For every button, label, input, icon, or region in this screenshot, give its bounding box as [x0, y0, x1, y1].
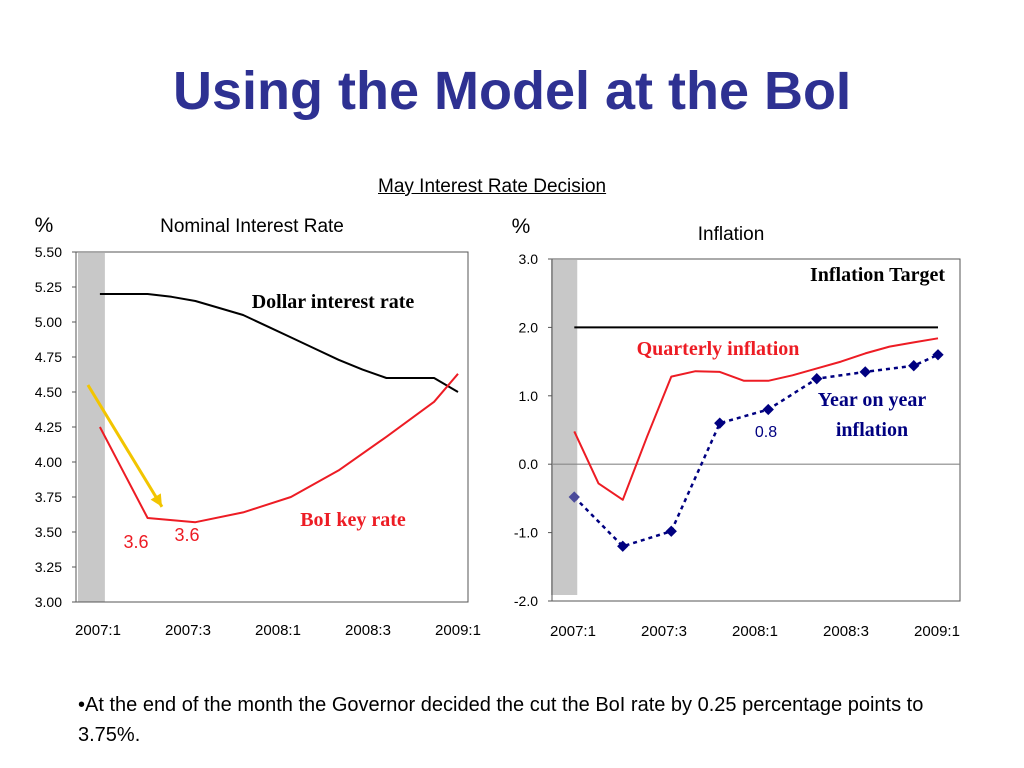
data-point-marker [568, 491, 580, 503]
chart-annotation: 3.6 [123, 532, 148, 552]
y-tick-label: 3.25 [35, 559, 62, 575]
slide-title: Using the Model at the BoI [172, 61, 851, 121]
chart-title: Nominal Interest Rate [160, 216, 344, 237]
shaded-period [551, 260, 578, 595]
x-tick-label: 2009:1 [914, 623, 960, 640]
y-tick-label: 1.0 [519, 388, 539, 404]
y-axis-label: % [512, 215, 531, 238]
series-line-year-on-year-inflation [573, 353, 939, 548]
chart-annotation: Quarterly inflation [637, 338, 800, 360]
chart-annotation: Inflation Target [810, 264, 945, 286]
data-point-marker [714, 417, 726, 429]
data-point-marker [665, 525, 677, 537]
y-tick-label: 5.00 [35, 314, 62, 330]
y-tick-label: 3.50 [35, 524, 62, 540]
series-line-boi-key-rate [99, 373, 459, 524]
chart-title: Inflation [698, 224, 765, 245]
chart-annotation: Year on year [818, 389, 927, 411]
y-tick-label: 5.50 [35, 244, 62, 260]
series-line-quarterly-inflation [573, 337, 939, 501]
x-tick-label: 2007:3 [641, 623, 687, 640]
chart-annotation: inflation [836, 419, 908, 441]
arrow-head [150, 493, 162, 507]
x-tick-label: 2008:3 [823, 623, 869, 640]
x-tick-label: 2007:1 [75, 622, 121, 639]
x-tick-label: 2007:1 [550, 623, 596, 640]
y-tick-label: 5.25 [35, 279, 62, 295]
data-point-marker [811, 373, 823, 385]
y-axis-label: % [35, 214, 54, 237]
plot-frame [551, 258, 961, 602]
data-point-marker [762, 403, 774, 416]
data-point-marker [932, 349, 944, 361]
y-tick-label: 0.0 [519, 456, 539, 472]
y-tick-label: -2.0 [514, 593, 538, 609]
series-line-dollar-interest-rate [99, 293, 459, 393]
y-tick-label: 4.75 [35, 349, 62, 365]
chart-canvas: 3.00 3.25 3.50 3.75 4.00 4.25 4.50 4.75 5.00 5.25… [35, 214, 961, 640]
data-point-marker [617, 540, 629, 552]
interest-rate-chart: 3.00 3.25 3.50 3.75 4.00 4.25 4.50 4.75 5.00 5.25… [35, 214, 481, 639]
y-tick-label: 3.00 [35, 594, 62, 610]
decrease-arrow [86, 384, 164, 508]
y-tick-label: 3.0 [519, 251, 539, 267]
y-tick-label: 3.75 [35, 489, 62, 505]
y-tick-label: 4.25 [35, 419, 62, 435]
x-tick-label: 2007:3 [165, 622, 211, 639]
y-tick-label: 4.50 [35, 384, 62, 400]
data-point-marker [908, 360, 920, 372]
chart-annotation: 0.8 [755, 424, 777, 441]
x-tick-label: 2008:3 [345, 622, 391, 639]
data-point-marker [859, 366, 871, 378]
chart-annotation: BoI key rate [300, 509, 406, 531]
chart-annotation: Dollar interest rate [252, 291, 415, 313]
x-tick-label: 2009:1 [435, 622, 481, 639]
y-tick-label: -1.0 [514, 525, 538, 541]
x-tick-label: 2008:1 [255, 622, 301, 639]
chart-annotation: 3.6 [174, 525, 199, 545]
slide-subtitle: May Interest Rate Decision [378, 176, 607, 197]
inflation-chart: -2.0 -1.0 0.0 1.0 2.0 3.0 2007:1 2007:3 2008:1 20… [512, 215, 961, 640]
bullet-note: •At the end of the month the Governor de… [78, 694, 924, 746]
y-tick-label: 4.00 [35, 454, 62, 470]
x-tick-label: 2008:1 [732, 623, 778, 640]
y-tick-label: 2.0 [519, 319, 539, 335]
